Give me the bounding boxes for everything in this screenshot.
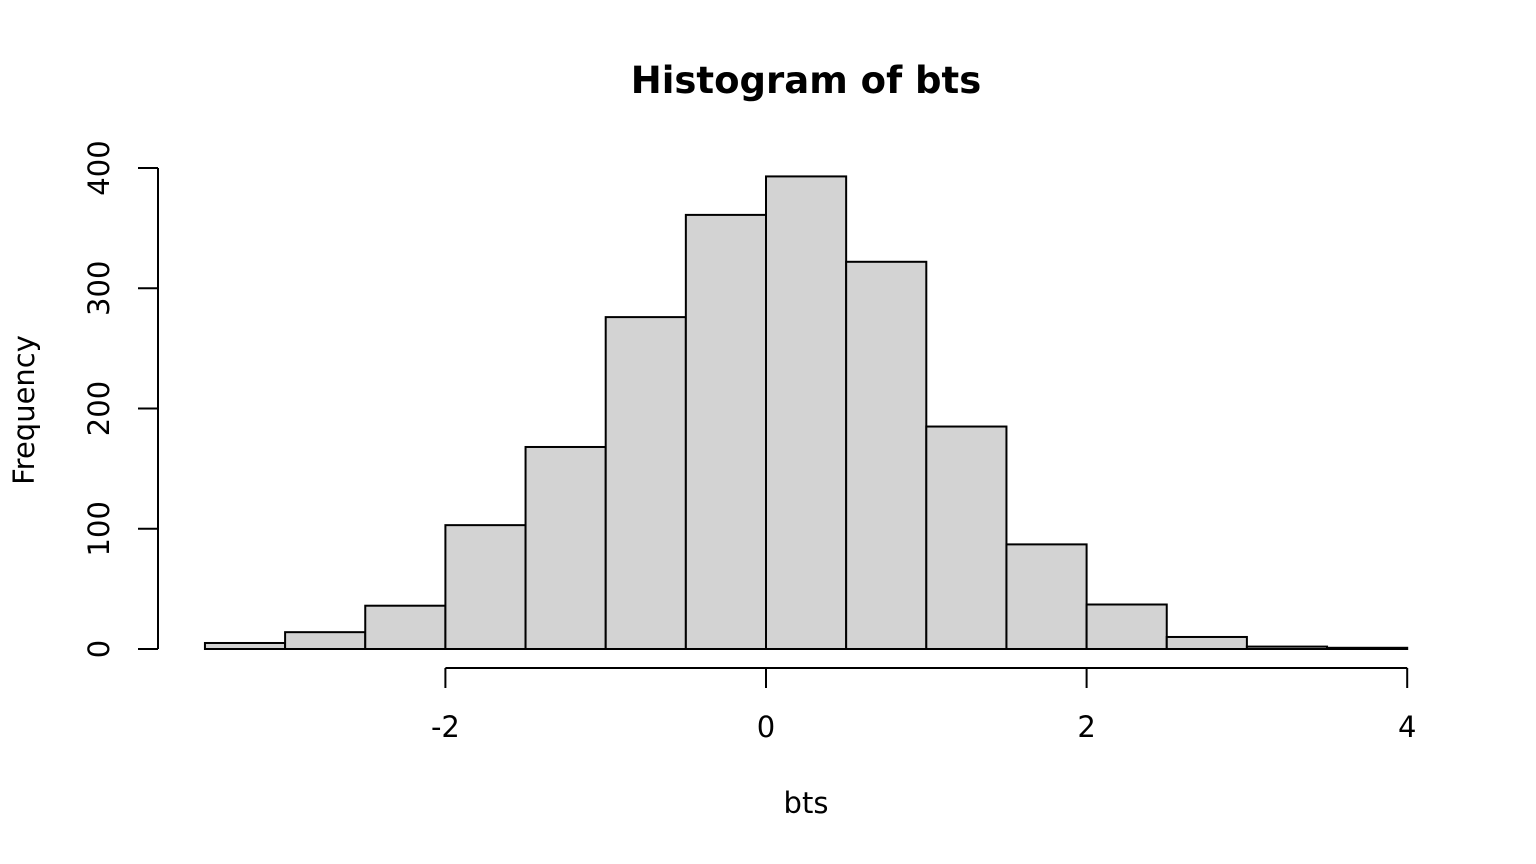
histogram-bar (1005, 543, 1088, 651)
chart-title: Histogram of bts (631, 59, 982, 102)
x-axis-label: bts (784, 786, 829, 820)
y-tick-label: 0 (82, 640, 116, 658)
y-tick-label: 200 (82, 381, 116, 436)
x-tick-label: -2 (431, 710, 460, 744)
y-tick-label: 300 (82, 261, 116, 316)
histogram-bar (1165, 635, 1248, 650)
histogram-bar (1245, 645, 1329, 650)
y-tick-label: 400 (82, 140, 116, 195)
histogram-bar (284, 631, 367, 650)
bars-group (203, 175, 1409, 651)
x-tick-label: 0 (757, 710, 775, 744)
histogram-bar (925, 425, 1008, 650)
histogram-bar (524, 445, 607, 651)
histogram-bar (604, 316, 687, 650)
histogram-bar (1326, 646, 1409, 650)
y-tick-label: 100 (82, 501, 116, 556)
x-tick-label: 4 (1398, 710, 1416, 744)
histogram-bar (765, 175, 848, 650)
x-axis: -2 0 2 4 (431, 667, 1416, 744)
y-axis-label: Frequency (7, 335, 41, 485)
histogram-bar (203, 641, 287, 650)
x-tick-label: 2 (1077, 710, 1095, 744)
histogram-bar (684, 213, 767, 651)
histogram-bar (1085, 603, 1168, 651)
y-axis: 0 100 200 300 400 (82, 140, 159, 658)
histogram-bar (845, 260, 928, 650)
histogram-bar (364, 604, 447, 651)
histogram-bar (444, 524, 527, 651)
